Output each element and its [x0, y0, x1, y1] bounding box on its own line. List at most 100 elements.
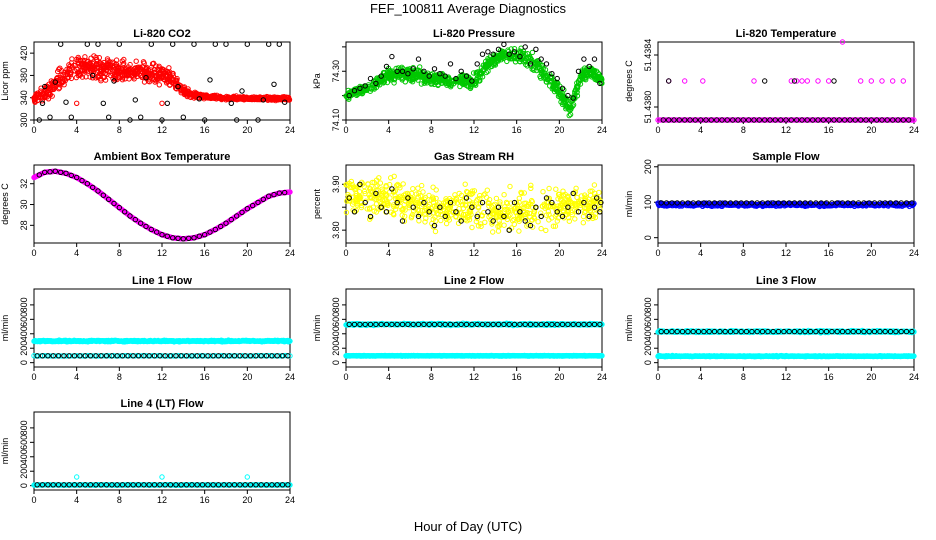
data-point — [496, 218, 502, 224]
data-point — [367, 75, 374, 82]
data-point — [442, 80, 449, 86]
data-point — [884, 117, 890, 123]
data-point — [175, 83, 181, 90]
data-point — [57, 74, 64, 81]
data-point — [791, 78, 798, 84]
data-point — [572, 90, 578, 97]
data-point — [196, 96, 203, 102]
x-tick-label: 16 — [512, 372, 522, 382]
data-point — [493, 195, 500, 202]
x-tick-label: 0 — [655, 125, 660, 135]
data-point — [127, 117, 133, 123]
x-tick-label: 20 — [242, 125, 252, 135]
data-point — [852, 117, 858, 123]
data-point — [114, 69, 120, 75]
x-tick-label: 24 — [285, 372, 295, 382]
data-point — [565, 101, 572, 107]
data-point — [858, 117, 864, 123]
data-point — [191, 41, 197, 47]
x-tick-label: 24 — [597, 125, 607, 135]
series-points — [31, 168, 293, 242]
data-point — [568, 105, 575, 111]
y-tick-label: 200 — [331, 341, 341, 356]
data-point — [533, 46, 539, 52]
x-tick-label: 0 — [31, 372, 36, 382]
data-point — [139, 69, 146, 76]
data-point — [430, 184, 436, 190]
series-points — [343, 173, 604, 235]
data-point — [538, 225, 544, 232]
data-point — [215, 94, 221, 100]
data-point — [479, 51, 486, 57]
data-point — [445, 80, 452, 87]
data-point — [143, 75, 149, 81]
data-point — [100, 64, 106, 70]
panel-title: Li-820 CO2 — [133, 28, 190, 40]
data-point — [78, 67, 85, 74]
x-tick-label: 16 — [200, 248, 210, 258]
data-point — [473, 71, 479, 77]
data-point — [549, 71, 555, 77]
data-point — [566, 104, 572, 111]
panel-title: Li-820 Pressure — [433, 28, 515, 40]
data-point — [562, 96, 568, 103]
data-point — [599, 80, 605, 87]
data-point — [169, 77, 175, 83]
data-point — [698, 117, 704, 123]
y-tick-label: 600 — [331, 312, 341, 327]
panel-title: Line 2 Flow — [444, 275, 504, 287]
data-point — [463, 73, 470, 79]
data-point — [874, 117, 880, 123]
data-point — [435, 82, 441, 89]
data-point — [146, 79, 153, 85]
data-point — [529, 49, 536, 56]
x-tick-label: 16 — [200, 372, 210, 382]
data-point — [565, 92, 571, 99]
data-point — [68, 114, 75, 120]
data-point — [554, 75, 560, 82]
data-point — [566, 112, 572, 119]
data-point — [527, 61, 534, 67]
y-tick-label: 3.90 — [331, 176, 341, 194]
data-point — [373, 80, 379, 87]
data-point — [575, 68, 582, 75]
data-point — [153, 74, 159, 81]
x-tick-label: 12 — [469, 372, 479, 382]
plot-frame — [657, 41, 915, 121]
series-points — [343, 320, 605, 359]
y-tick-label: 380 — [19, 68, 29, 83]
data-point — [751, 78, 757, 84]
data-point — [858, 78, 864, 84]
data-point — [284, 94, 290, 101]
x-tick-label: 4 — [386, 125, 391, 135]
data-point — [559, 85, 566, 92]
data-point — [836, 117, 842, 123]
data-point — [597, 75, 603, 81]
data-point — [735, 117, 741, 123]
y-tick-label: 30 — [19, 200, 29, 210]
data-point — [548, 74, 554, 80]
data-point — [580, 71, 586, 78]
data-point — [140, 59, 147, 65]
data-point — [820, 117, 826, 123]
data-point — [397, 73, 403, 80]
x-tick-label: 20 — [554, 372, 564, 382]
data-point — [101, 63, 107, 69]
data-point — [730, 117, 736, 123]
data-point — [147, 70, 153, 77]
x-tick-label: 0 — [343, 372, 348, 382]
data-point — [517, 53, 523, 60]
data-point — [61, 76, 68, 83]
data-point — [266, 94, 272, 101]
data-point — [551, 88, 558, 95]
data-point — [572, 93, 578, 100]
data-point — [911, 117, 917, 123]
data-point — [75, 54, 81, 61]
data-point — [522, 51, 528, 57]
data-point — [95, 41, 101, 47]
x-tick-label: 16 — [512, 125, 522, 135]
x-tick-label: 24 — [597, 372, 607, 382]
data-point — [879, 78, 885, 84]
